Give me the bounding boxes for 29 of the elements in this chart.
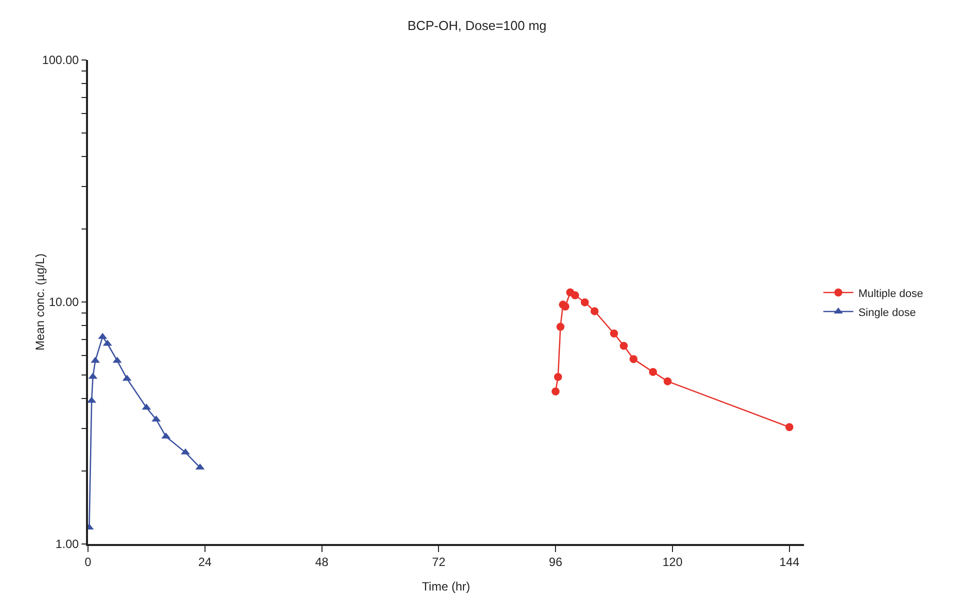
x-tick-label: 72 [432,555,446,570]
x-tick-label: 48 [315,555,329,570]
y-tick-label: 1.00 [55,537,80,552]
point [610,330,618,338]
point [649,368,658,376]
point [554,372,562,381]
x-axis-title: Time (hr) [422,580,470,594]
y-axis-title: Mean conc. (µg/L) [32,254,47,350]
x-tick-label: 0 [84,555,92,570]
point [630,355,638,364]
y-tick-label: 100.00 [42,53,80,68]
legend-label: Multiple dose [858,288,924,300]
x-tick-label: 144 [779,555,800,570]
point [590,307,599,316]
point [88,396,96,403]
chart-title: BCP-OH, Dose=100 mg [407,18,547,34]
x-tick-label: 24 [198,555,212,570]
legend-label: Single dose [858,306,916,319]
y-tick-label: 10.00 [48,295,80,310]
point [580,298,589,306]
point [571,291,580,300]
x-tick-label: 96 [548,555,563,570]
point [556,322,564,331]
point [561,302,570,311]
point [785,423,794,432]
point [664,377,672,386]
x-tick-label: 120 [662,555,683,570]
point [620,342,628,350]
point [552,387,560,396]
